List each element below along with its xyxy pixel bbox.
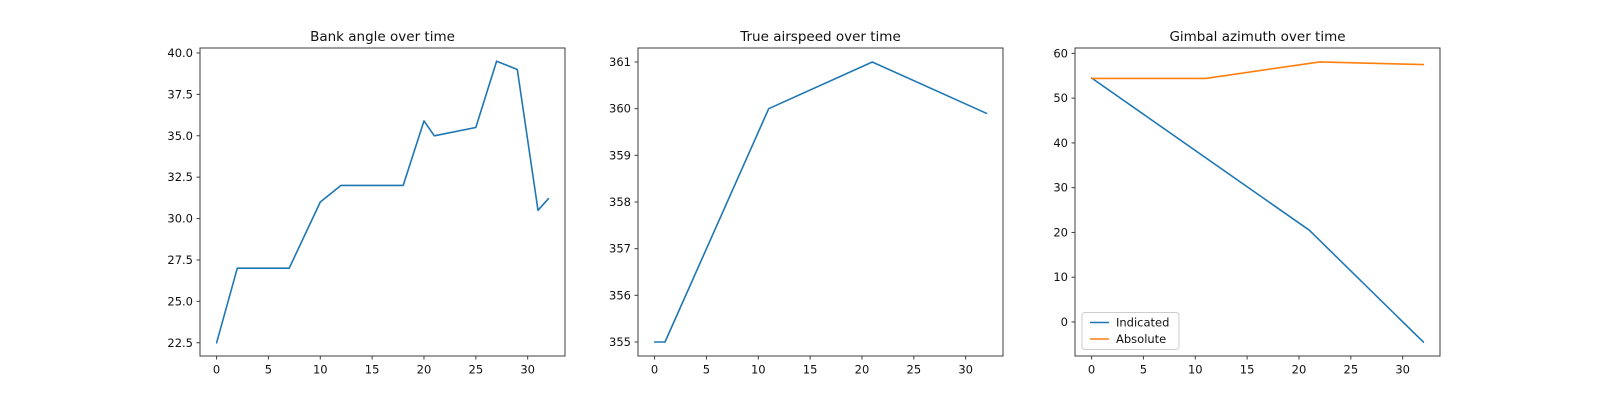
y-tick-label: 40 (1053, 136, 1068, 150)
x-tick-label: 20 (417, 363, 432, 377)
x-tick-label: 5 (265, 363, 272, 377)
x-tick-label: 30 (958, 363, 973, 377)
x-tick-label: 30 (520, 363, 535, 377)
chart-title-gimbal-azimuth: Gimbal azimuth over time (1169, 29, 1346, 45)
y-tick-label: 357 (609, 242, 631, 256)
series-line-absolute (1090, 61, 1425, 80)
series-line-true-airspeed (653, 61, 988, 343)
axes-frame (1074, 47, 1441, 357)
x-tick-label: 30 (1395, 363, 1410, 377)
x-tick-label: 20 (855, 363, 870, 377)
subplot-0: 0 5 10 15 20 25 30 22.5 25.0 27.5 30.0 32.5 35.0 37.5… (167, 46, 566, 377)
y-tick-label: 358 (609, 195, 631, 209)
x-tick-label: 20 (1292, 363, 1307, 377)
chart-title-true-airspeed: True airspeed over time (740, 29, 901, 45)
x-tick-label: 15 (1240, 363, 1255, 377)
x-tick-label: 10 (751, 363, 766, 377)
y-tick-label: 20 (1053, 225, 1068, 239)
y-tick-label: 40.0 (167, 46, 193, 60)
x-tick-label: 25 (1344, 363, 1359, 377)
y-tick-label: 359 (609, 148, 631, 162)
y-tick-label: 356 (609, 288, 631, 302)
series-line-indicated (1090, 77, 1425, 343)
y-tick-label: 361 (609, 55, 631, 69)
y-tick-label: 27.5 (167, 253, 193, 267)
series-line-bank-angle (215, 60, 550, 344)
y-tick-label: 22.5 (167, 336, 193, 350)
x-tick-label: 25 (469, 363, 484, 377)
y-tick-label: 355 (609, 335, 631, 349)
chart-title-bank-angle: Bank angle over time (310, 29, 455, 45)
y-tick-label: 30.0 (167, 212, 193, 226)
y-tick-label: 360 (609, 102, 631, 116)
x-tick-label: 10 (313, 363, 328, 377)
y-tick-label: 30 (1053, 181, 1068, 195)
y-tick-label: 50 (1053, 91, 1068, 105)
y-tick-label: 32.5 (167, 170, 193, 184)
legend-label-indicated: Indicated (1116, 316, 1169, 330)
x-tick-label: 15 (365, 363, 380, 377)
x-tick-label: 15 (803, 363, 818, 377)
y-tick-label: 37.5 (167, 87, 193, 101)
x-tick-label: 25 (907, 363, 922, 377)
x-tick-label: 5 (1140, 363, 1147, 377)
x-tick-label: 0 (651, 363, 658, 377)
x-tick-label: 5 (703, 363, 710, 377)
subplot-1: 0 5 10 15 20 25 30 355 356 357 358 359 360 361 (609, 47, 1004, 377)
x-tick-label: 10 (1188, 363, 1203, 377)
y-tick-label: 25.0 (167, 294, 193, 308)
y-tick-label: 35.0 (167, 129, 193, 143)
subplot-2: 0 5 10 15 20 25 30 0 10 20 30 40 50 60 Indicated Absolu… (1053, 46, 1441, 377)
axes-frame (199, 47, 566, 357)
x-tick-label: 0 (1088, 363, 1095, 377)
axes-frame (637, 47, 1004, 357)
y-tick-label: 60 (1053, 46, 1068, 60)
x-tick-label: 0 (213, 363, 220, 377)
legend-label-absolute: Absolute (1116, 332, 1166, 346)
y-tick-label: 0 (1061, 315, 1068, 329)
y-tick-label: 10 (1053, 270, 1068, 284)
